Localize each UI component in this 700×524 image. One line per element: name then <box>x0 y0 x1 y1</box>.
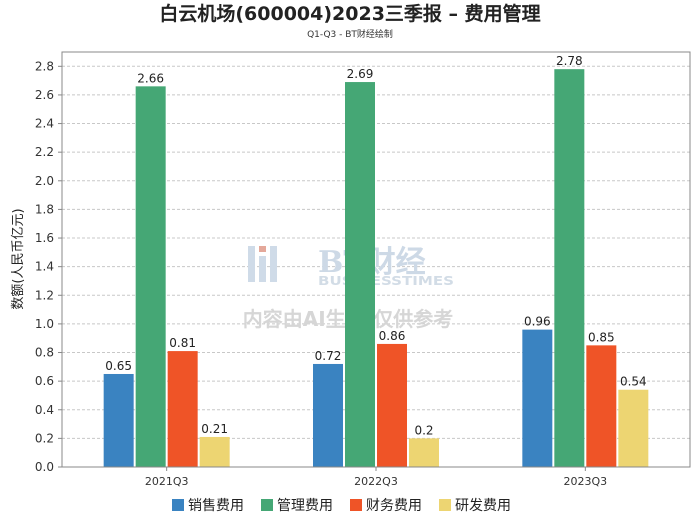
data-label: 0.2 <box>414 423 433 437</box>
data-label: 2.69 <box>347 67 374 81</box>
bar-2023Q3-series-2 <box>586 345 617 467</box>
bar-2023Q3-series-1 <box>554 69 585 467</box>
bar-2023Q3-series-3 <box>618 389 649 467</box>
y-tick-label: 2.2 <box>35 145 54 159</box>
data-label: 0.54 <box>620 375 647 389</box>
legend-swatch-icon <box>261 499 273 511</box>
y-tick-label: 1.4 <box>35 260 54 274</box>
y-tick-label: 2.8 <box>35 59 54 73</box>
legend-swatch-icon <box>172 499 184 511</box>
y-tick-label: 2.0 <box>35 174 54 188</box>
data-label: 0.65 <box>105 359 132 373</box>
chart-subtitle: Q1-Q3 - BT财经绘制 <box>307 28 393 40</box>
y-tick-label: 1.8 <box>35 202 54 216</box>
bar-2021Q3-series-2 <box>167 351 198 467</box>
data-label: 0.72 <box>315 349 342 363</box>
watermark-brand-en: BUSINESSTIMES <box>318 274 454 288</box>
data-label: 0.21 <box>201 422 228 436</box>
bar-2022Q3-series-0 <box>313 363 343 467</box>
bar-2021Q3-series-3 <box>199 436 230 467</box>
y-axis-label: 数额(人民币亿元) <box>11 208 26 309</box>
y-tick-label: 0.6 <box>35 374 54 388</box>
watermark-logo-icon <box>248 246 277 282</box>
bar-2023Q3-series-0 <box>522 329 553 467</box>
data-label: 0.86 <box>379 329 406 343</box>
y-tick-label: 2.6 <box>35 88 54 102</box>
legend-swatch-icon <box>350 499 362 511</box>
data-label: 0.85 <box>588 330 615 344</box>
data-label: 0.81 <box>169 336 196 350</box>
legend: 销售费用 管理费用 财务费用 研发费用 <box>172 498 511 514</box>
bar-2022Q3-series-3 <box>409 438 439 467</box>
bar-2021Q3-series-1 <box>135 86 166 468</box>
bar-2022Q3-series-2 <box>377 343 407 467</box>
chart-title: 白云机场(600004)2023三季报 – 费用管理 <box>159 2 540 25</box>
bars <box>103 69 649 468</box>
x-tick-label: 2022Q3 <box>354 475 398 488</box>
bar-2021Q3-series-0 <box>103 373 134 467</box>
y-tick-label: 1.6 <box>35 231 54 245</box>
y-tick-label: 1.2 <box>35 288 54 302</box>
legend-label: 研发费用 <box>455 498 511 514</box>
y-tick-label: 0.8 <box>35 346 54 360</box>
data-labels: 0.65 2.66 0.81 0.21 0.72 2.69 0.86 0.2 0.96 2.78 0… <box>105 54 646 437</box>
legend-label: 财务费用 <box>366 498 422 514</box>
data-label: 2.78 <box>556 54 583 68</box>
y-tick-label: 2.4 <box>35 117 54 131</box>
y-tick-label: 1.0 <box>35 317 54 331</box>
y-axis-ticks: 0.0 0.2 0.4 0.6 0.8 1.0 1.2 1.4 1.6 1.8 2.0 2.2 2.4 2… <box>35 59 62 474</box>
x-axis-ticks: 2021Q3 2022Q3 2023Q3 <box>145 467 607 488</box>
data-label: 2.66 <box>137 71 164 85</box>
legend-label: 销售费用 <box>188 498 244 514</box>
y-tick-label: 0.0 <box>35 460 54 474</box>
legend-label: 管理费用 <box>277 498 333 514</box>
y-tick-label: 0.4 <box>35 403 54 417</box>
y-tick-label: 0.2 <box>35 431 54 445</box>
legend-swatch-icon <box>439 499 451 511</box>
data-label: 0.96 <box>524 315 551 329</box>
bar-2022Q3-series-1 <box>345 82 375 467</box>
x-tick-label: 2023Q3 <box>564 475 608 488</box>
x-tick-label: 2021Q3 <box>145 475 189 488</box>
